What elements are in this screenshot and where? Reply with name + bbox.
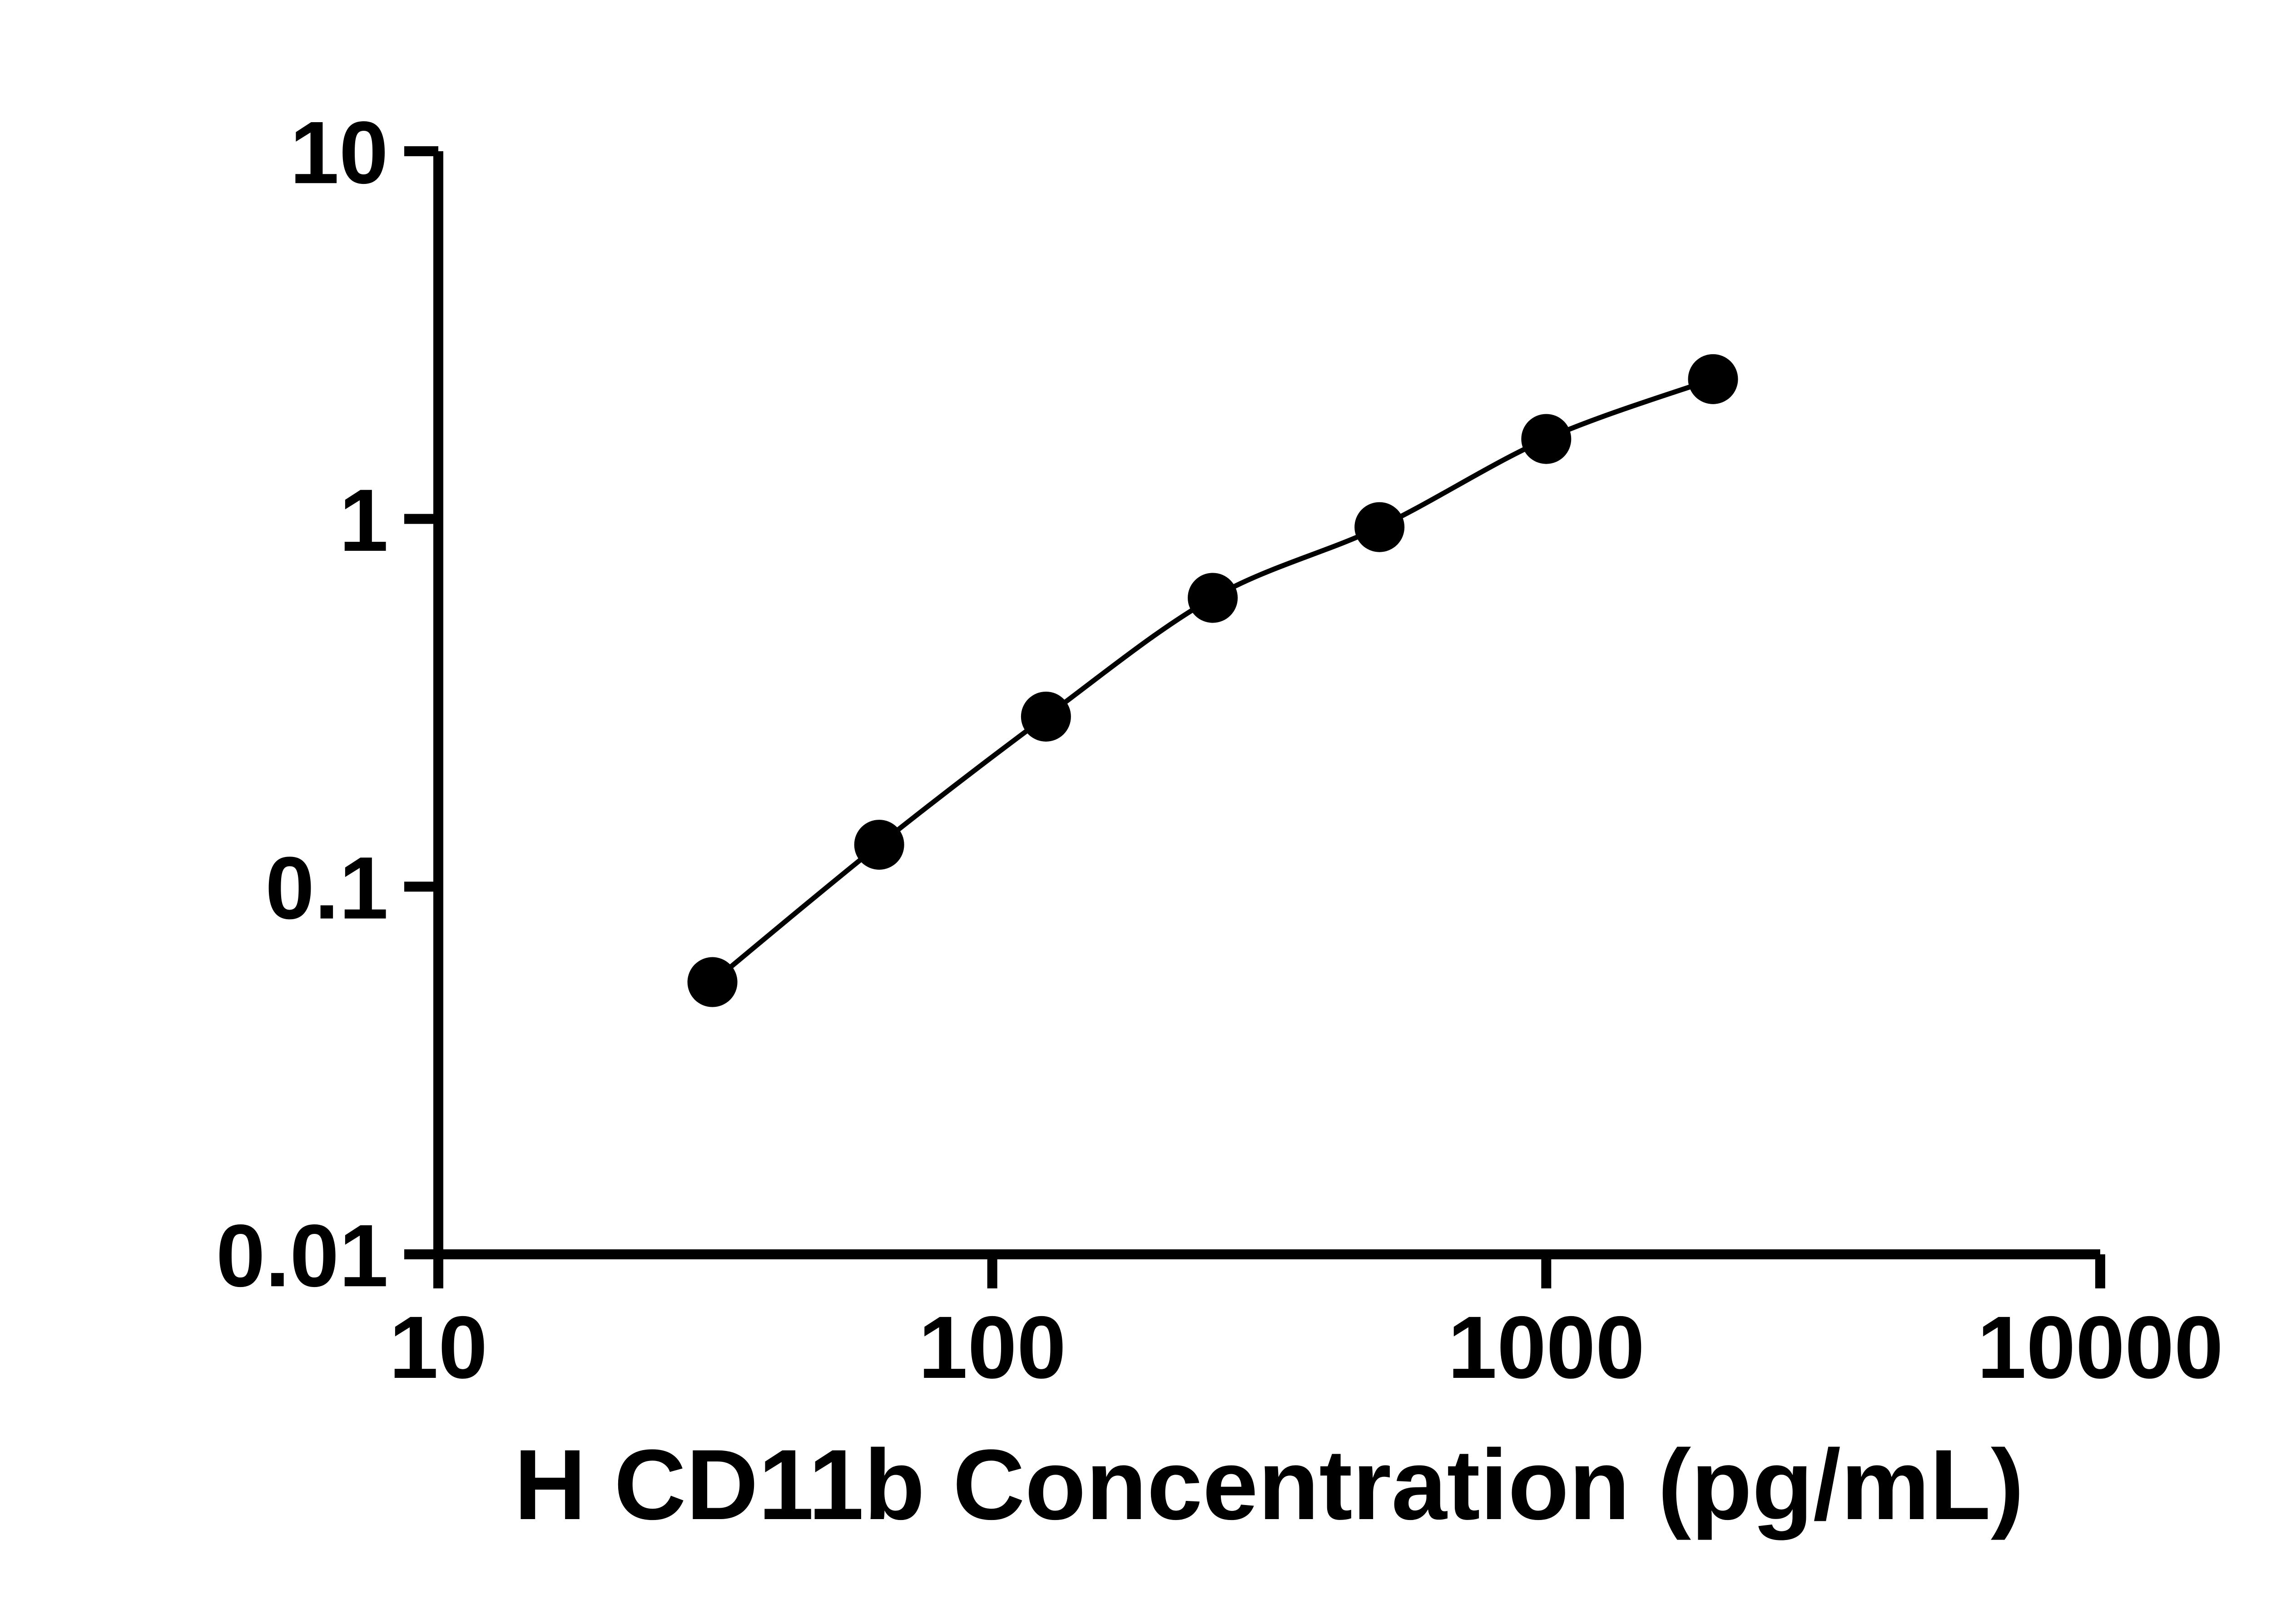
- data-point: [854, 820, 904, 870]
- x-tick-label: 10000: [1977, 1298, 2223, 1397]
- data-point: [1354, 502, 1405, 552]
- x-axis-title: H CD11b Concentration (pg/mL): [514, 1429, 2024, 1540]
- data-point: [1521, 414, 1572, 464]
- data-point: [687, 957, 738, 1007]
- data-point: [1688, 354, 1738, 404]
- axis-frame: [433, 151, 2100, 1259]
- data-point: [1021, 691, 1071, 742]
- y-tick-label: 1: [339, 471, 388, 570]
- x-tick-label: 10: [389, 1298, 488, 1397]
- data-point: [1188, 573, 1238, 623]
- y-tick-label: 0.01: [216, 1206, 388, 1305]
- x-tick-label: 100: [918, 1298, 1066, 1397]
- y-tick-label: 10: [290, 103, 388, 202]
- axes-layer: 10 100 1000 10000 10 1 0.1 0.01: [216, 103, 2223, 1397]
- x-tick-label: 1000: [1448, 1298, 1645, 1397]
- y-tick-label: 0.1: [265, 839, 388, 938]
- series-layer: [687, 354, 1738, 1007]
- fit-curve: [711, 376, 1714, 984]
